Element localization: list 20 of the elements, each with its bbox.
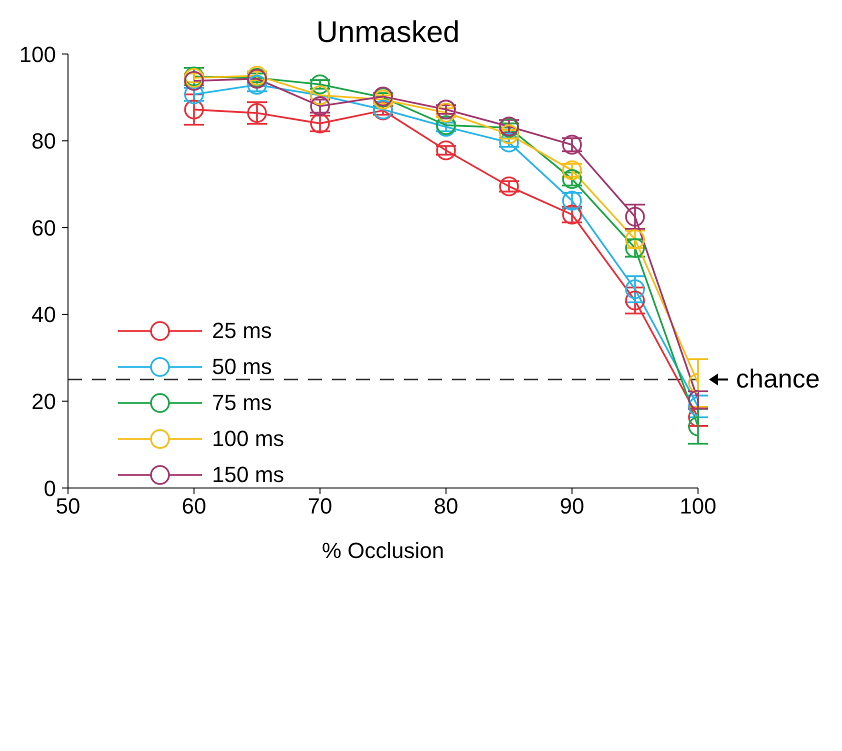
y-tick-label: 40 bbox=[32, 302, 56, 328]
chart-title: Unmasked bbox=[316, 16, 460, 49]
x-tick-label: 80 bbox=[434, 494, 458, 519]
legend-label: 150 ms bbox=[212, 462, 284, 488]
x-axis-title: % Occlusion bbox=[322, 538, 444, 563]
x-tick-label: 70 bbox=[308, 494, 332, 519]
legend-label: 75 ms bbox=[212, 390, 272, 416]
x-tick-label: 90 bbox=[560, 494, 584, 519]
legend-label: 50 ms bbox=[212, 354, 272, 380]
x-tick-label: 100 bbox=[680, 494, 716, 519]
y-tick-label: 80 bbox=[32, 128, 56, 154]
x-tick-label: 60 bbox=[182, 494, 206, 519]
y-tick-label: 100 bbox=[19, 42, 56, 67]
legend-label: 25 ms bbox=[212, 318, 272, 344]
legend-label: 100 ms bbox=[212, 426, 284, 452]
x-tick-label: 50 bbox=[56, 494, 80, 519]
y-tick-label: 0 bbox=[44, 476, 56, 501]
ref-line-label: chance bbox=[736, 364, 820, 394]
y-tick-label: 60 bbox=[32, 215, 56, 240]
y-tick-label: 20 bbox=[32, 389, 56, 414]
